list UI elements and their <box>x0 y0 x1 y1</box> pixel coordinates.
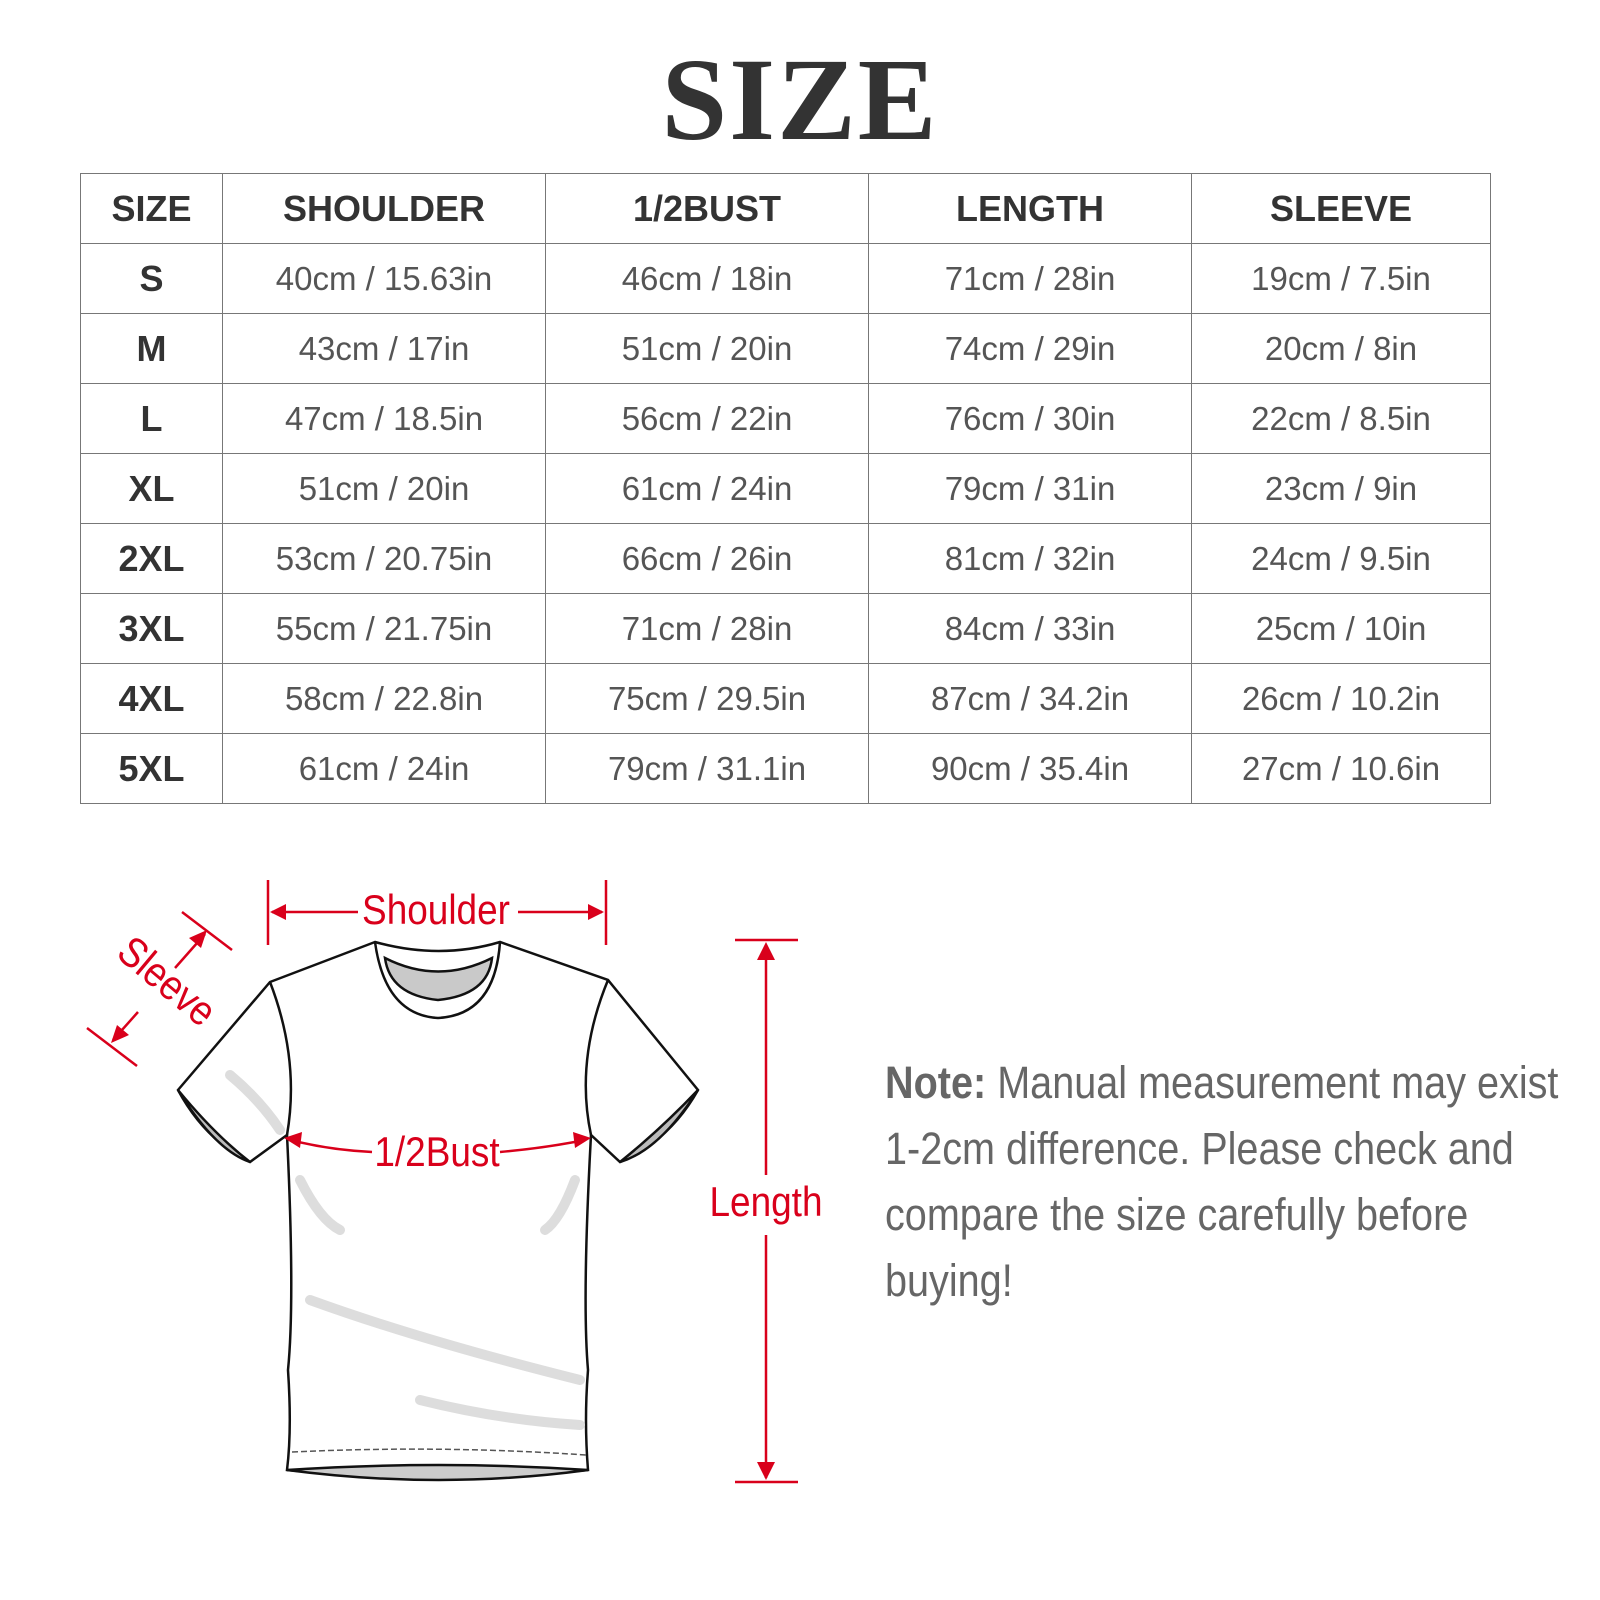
measurement-cell: 84cm / 33in <box>868 593 1192 664</box>
size-cell: XL <box>80 453 223 524</box>
measurement-cell: 20cm / 8in <box>1191 313 1491 384</box>
measurement-cell: 71cm / 28in <box>868 243 1192 314</box>
table-row: 4XL 58cm / 22.8in 75cm / 29.5in 87cm / 34.2… <box>80 663 1491 734</box>
measurement-cell: 46cm / 18in <box>545 243 869 314</box>
table-row: S 40cm / 15.63in 46cm / 18in 71cm / 28in 19c… <box>80 243 1491 314</box>
measurement-cell: 81cm / 32in <box>868 523 1192 594</box>
sleeve-label: Sleeve <box>109 927 226 1035</box>
column-header: LENGTH <box>868 173 1192 244</box>
measurement-cell: 22cm / 8.5in <box>1191 383 1491 454</box>
note-body: Manual measurement may exist 1-2cm diffe… <box>885 1057 1559 1306</box>
measurement-cell: 66cm / 26in <box>545 523 869 594</box>
table-header-row: SIZE SHOULDER 1/2BUST LENGTH SLEEVE <box>80 173 1491 244</box>
measurement-cell: 53cm / 20.75in <box>222 523 546 594</box>
wrinkle-shading <box>225 1070 585 1430</box>
table-row: 5XL 61cm / 24in 79cm / 31.1in 90cm / 35.4in… <box>80 733 1491 804</box>
measurement-cell: 23cm / 9in <box>1191 453 1491 524</box>
measurement-cell: 75cm / 29.5in <box>545 663 869 734</box>
measurement-cell: 56cm / 22in <box>545 383 869 454</box>
note-text: Note: Manual measurement may exist 1-2cm… <box>885 1050 1563 1314</box>
column-header: SLEEVE <box>1191 173 1491 244</box>
measurement-cell: 27cm / 10.6in <box>1191 733 1491 804</box>
measurement-cell: 24cm / 9.5in <box>1191 523 1491 594</box>
shoulder-label: Shoulder <box>362 887 510 934</box>
size-cell: S <box>80 243 223 314</box>
measurement-cell: 51cm / 20in <box>545 313 869 384</box>
size-table: SIZE SHOULDER 1/2BUST LENGTH SLEEVE S 40cm / … <box>80 173 1491 804</box>
size-cell: 4XL <box>80 663 223 734</box>
measurement-cell: 61cm / 24in <box>545 453 869 524</box>
note-label: Note: <box>885 1057 987 1108</box>
size-cell: L <box>80 383 223 454</box>
column-header: SIZE <box>80 173 223 244</box>
measurement-cell: 61cm / 24in <box>222 733 546 804</box>
table-row: XL 51cm / 20in 61cm / 24in 79cm / 31in 23cm … <box>80 453 1491 524</box>
measurement-cell: 76cm / 30in <box>868 383 1192 454</box>
measurement-cell: 55cm / 21.75in <box>222 593 546 664</box>
page-title: SIZE <box>661 34 939 165</box>
measurement-cell: 43cm / 17in <box>222 313 546 384</box>
measurement-cell: 74cm / 29in <box>868 313 1192 384</box>
column-header: 1/2BUST <box>545 173 869 244</box>
measurement-cell: 71cm / 28in <box>545 593 869 664</box>
table-row: 2XL 53cm / 20.75in 66cm / 26in 81cm / 32in 2… <box>80 523 1491 594</box>
length-label: Length <box>709 1179 822 1226</box>
measurement-cell: 25cm / 10in <box>1191 593 1491 664</box>
measurement-cell: 40cm / 15.63in <box>222 243 546 314</box>
bust-label: 1/2Bust <box>374 1129 499 1176</box>
measurement-cell: 79cm / 31.1in <box>545 733 869 804</box>
size-cell: M <box>80 313 223 384</box>
tshirt-drawing <box>176 940 700 1482</box>
table-row: L 47cm / 18.5in 56cm / 22in 76cm / 30in 22cm… <box>80 383 1491 454</box>
size-cell: 5XL <box>80 733 223 804</box>
size-cell: 3XL <box>80 593 223 664</box>
table-row: 3XL 55cm / 21.75in 71cm / 28in 84cm / 33in 2… <box>80 593 1491 664</box>
measurement-cell: 90cm / 35.4in <box>868 733 1192 804</box>
table-row: M 43cm / 17in 51cm / 20in 74cm / 29in 20cm /… <box>80 313 1491 384</box>
measurement-cell: 51cm / 20in <box>222 453 546 524</box>
measurement-arrows <box>86 880 798 1484</box>
measurement-cell: 19cm / 7.5in <box>1191 243 1491 314</box>
measurement-cell: 58cm / 22.8in <box>222 663 546 734</box>
measurement-cell: 26cm / 10.2in <box>1191 663 1491 734</box>
